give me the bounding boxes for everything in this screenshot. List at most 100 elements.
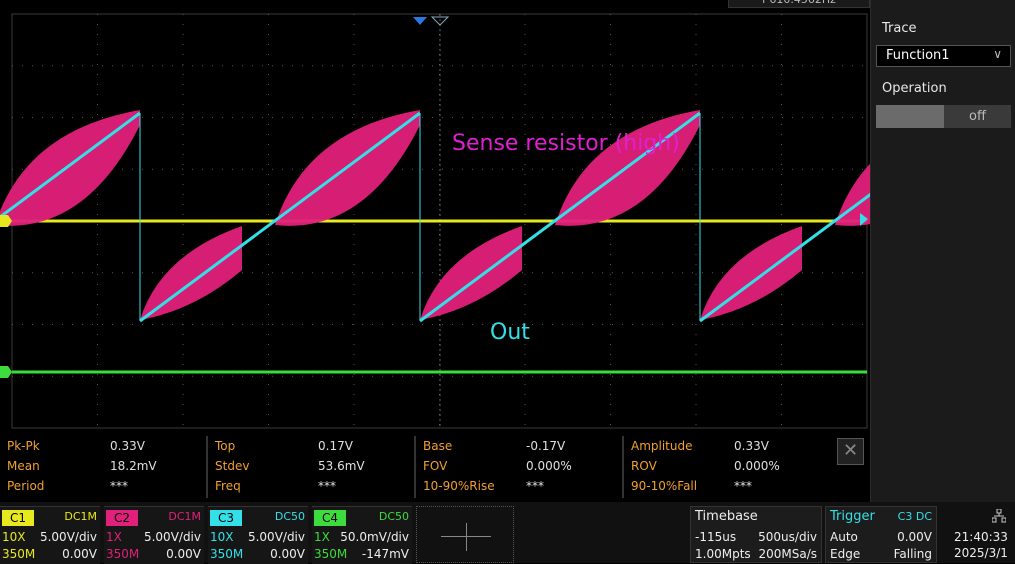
measure-value: 0.33V bbox=[734, 439, 769, 453]
network-icon bbox=[992, 509, 1006, 523]
channel-scale: 50.0mV/div bbox=[340, 530, 409, 544]
sense-resistor-label: Sense resistor (high) bbox=[452, 131, 680, 156]
measure-value: 18.2mV bbox=[110, 459, 157, 473]
channel-coupling: DC50 bbox=[274, 510, 305, 523]
measure-label: Mean bbox=[7, 459, 40, 473]
measure-label: Base bbox=[423, 439, 453, 453]
close-measurements-button[interactable]: ✕ bbox=[837, 438, 864, 465]
channel-bandwidth: 350M bbox=[314, 547, 348, 561]
measure-label: Stdev bbox=[215, 459, 250, 473]
c3-trace-ramp bbox=[699, 192, 870, 323]
channel-box-c4[interactable]: C4 DC50 1X 50.0mV/div 350M -147mV bbox=[312, 506, 412, 564]
measure-label: 90-10%Fall bbox=[631, 479, 698, 493]
measure-value: 0.33V bbox=[110, 439, 145, 453]
clock-time: 21:40:33 bbox=[954, 530, 1008, 544]
channel-scale: 5.00V/div bbox=[143, 530, 201, 544]
chevron-down-icon: ∨ bbox=[993, 47, 1002, 61]
channel-box-c1[interactable]: C1 DC1M 10X 5.00V/div 350M 0.00V bbox=[0, 506, 100, 564]
channel-offset: -147mV bbox=[361, 547, 409, 561]
measure-divider bbox=[206, 436, 208, 498]
measure-label: Top bbox=[215, 439, 236, 453]
measure-divider bbox=[414, 436, 416, 498]
operation-toggle-value: off bbox=[969, 109, 986, 124]
trace-select-value: Function1 bbox=[886, 48, 950, 63]
crosshair-v bbox=[466, 523, 467, 551]
waveform-canvas bbox=[0, 13, 870, 429]
toggle-knob bbox=[876, 105, 944, 128]
measure-label: Pk-Pk bbox=[7, 439, 40, 453]
trigger-type: Edge bbox=[830, 547, 861, 561]
timebase-rate: 200MSa/s bbox=[758, 547, 817, 561]
c2-lobe bbox=[835, 163, 870, 226]
c4-offset-marker bbox=[0, 366, 12, 378]
measure-label: Period bbox=[7, 479, 45, 493]
channel-tag: C3 bbox=[210, 510, 242, 526]
trace-select[interactable]: Function1 ∨ bbox=[876, 45, 1011, 67]
waveform-display[interactable]: Sense resistor (high) Out f 610.4562Hz bbox=[0, 0, 870, 432]
trigger-source: C3 DC bbox=[897, 510, 932, 523]
c1-offset-marker bbox=[0, 215, 12, 227]
operation-label: Operation bbox=[882, 81, 947, 96]
measure-value: *** bbox=[734, 479, 752, 493]
measure-value: 0.17V bbox=[318, 439, 353, 453]
channel-scale: 5.00V/div bbox=[39, 530, 97, 544]
measure-label: ROV bbox=[631, 459, 657, 473]
operation-toggle[interactable]: off bbox=[876, 105, 1011, 128]
channel-bandwidth: 350M bbox=[106, 547, 140, 561]
delay-marker bbox=[430, 16, 450, 26]
measure-value: 0.000% bbox=[734, 459, 780, 473]
trigger-box[interactable]: Trigger C3 DC Auto 0.00V Edge Falling bbox=[825, 506, 937, 563]
measure-value: -0.17V bbox=[526, 439, 566, 453]
channel-probe: 10X bbox=[2, 530, 26, 544]
channel-probe: 1X bbox=[106, 530, 122, 544]
measure-value: *** bbox=[526, 479, 544, 493]
channel-probe: 10X bbox=[210, 530, 234, 544]
trigger-mode: Auto bbox=[830, 530, 858, 544]
function-side-panel: Trace Function1 ∨ Operation off bbox=[870, 0, 1015, 502]
channel-box-c3[interactable]: C3 DC50 10X 5.00V/div 350M 0.00V bbox=[208, 506, 308, 564]
channel-coupling: DC1M bbox=[168, 510, 201, 523]
trigger-title: Trigger bbox=[830, 509, 875, 524]
c2-lobe bbox=[700, 226, 802, 320]
clock: 21:40:33 2025/3/1 bbox=[940, 506, 1015, 563]
channel-tag: C1 bbox=[2, 510, 34, 526]
touch-gesture-box[interactable] bbox=[416, 506, 514, 563]
channel-probe: 1X bbox=[314, 530, 330, 544]
measure-value: *** bbox=[318, 479, 336, 493]
channel-bandwidth: 350M bbox=[2, 547, 36, 561]
out-label: Out bbox=[490, 320, 530, 345]
measure-label: Amplitude bbox=[631, 439, 693, 453]
trace-label: Trace bbox=[882, 21, 917, 36]
measure-value: 0.000% bbox=[526, 459, 572, 473]
measure-label: 10-90%Rise bbox=[423, 479, 495, 493]
c2-lobe bbox=[420, 226, 522, 320]
channel-offset: 0.00V bbox=[62, 547, 97, 561]
trigger-level: 0.00V bbox=[897, 530, 932, 544]
channel-offset: 0.00V bbox=[166, 547, 201, 561]
c3-trace-ramp bbox=[419, 111, 701, 323]
trigger-slope: Falling bbox=[893, 547, 932, 561]
measure-label: FOV bbox=[423, 459, 448, 473]
timebase-box[interactable]: Timebase -115us 500us/div 1.00Mpts 200MS… bbox=[690, 506, 822, 563]
frequency-readout: f 610.4562Hz bbox=[728, 0, 870, 8]
measure-label: Freq bbox=[215, 479, 241, 493]
channel-coupling: DC1M bbox=[64, 510, 97, 523]
channel-coupling: DC50 bbox=[378, 510, 409, 523]
timebase-memory: 1.00Mpts bbox=[695, 547, 751, 561]
trigger-level-marker bbox=[860, 213, 868, 226]
channel-scale: 5.00V/div bbox=[247, 530, 305, 544]
channel-box-c2[interactable]: C2 DC1M 1X 5.00V/div 350M 0.00V bbox=[104, 506, 204, 564]
measure-value: 53.6mV bbox=[318, 459, 365, 473]
channel-tag: C4 bbox=[314, 510, 346, 526]
timebase-delay: -115us bbox=[695, 530, 737, 544]
c2-lobe bbox=[140, 226, 242, 320]
measure-divider bbox=[622, 436, 624, 498]
c3-trace-ramp bbox=[0, 111, 141, 219]
channel-offset: 0.00V bbox=[270, 547, 305, 561]
timebase-scale: 500us/div bbox=[758, 530, 817, 544]
channel-bandwidth: 350M bbox=[210, 547, 244, 561]
channel-tag: C2 bbox=[106, 510, 138, 526]
trigger-position-marker bbox=[413, 17, 427, 25]
timebase-title: Timebase bbox=[695, 509, 758, 524]
measure-value: *** bbox=[110, 479, 128, 493]
